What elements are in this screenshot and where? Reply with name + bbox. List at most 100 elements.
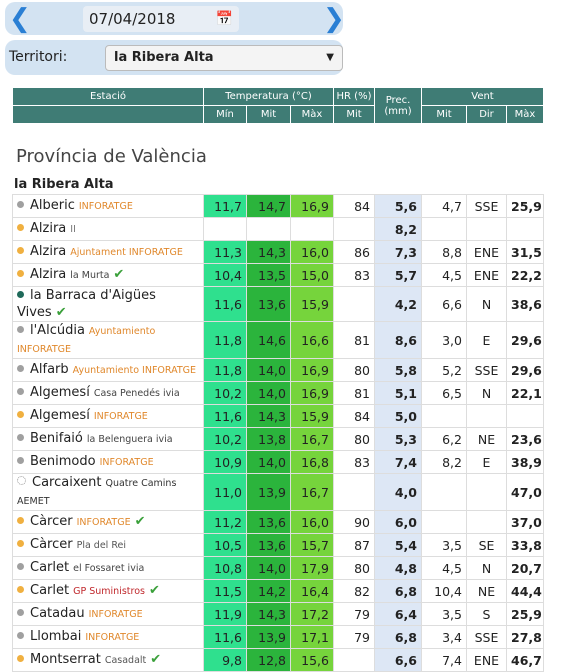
station-name: Carlet: [30, 560, 70, 575]
value-cell: [506, 217, 544, 241]
station-source: Ajuntament INFORATGE: [70, 247, 183, 258]
value-cell: 12,8: [246, 648, 291, 672]
value-cell: 14,3: [246, 602, 291, 626]
header: Prec. (mm): [374, 87, 422, 124]
value-cell: 4,8: [374, 556, 422, 580]
station-name: Alzira: [30, 244, 67, 259]
value-cell: 10,2: [203, 427, 247, 451]
value-cell: 16,6: [290, 321, 334, 359]
station-name: Algemesí: [30, 385, 90, 400]
value-cell: 3,4: [421, 625, 467, 649]
value-cell: 22,2: [506, 263, 544, 287]
station-cell: Alzira la Murta ✔: [12, 263, 204, 287]
value-cell: 38,9: [506, 450, 544, 474]
prev-day[interactable]: ❮: [9, 4, 31, 34]
header: Estació: [12, 87, 204, 106]
station-row: Alfarb Ayuntamiento INFORATGE 11,8 14,0 16,9…: [12, 358, 544, 382]
value-cell: [333, 473, 375, 511]
value-cell: 15,7: [290, 533, 334, 557]
value-cell: SSE: [466, 194, 507, 218]
station-source: Pla del Rei: [76, 540, 126, 551]
value-cell: [246, 217, 291, 241]
status-dot: [17, 609, 24, 616]
province: Província de València: [16, 146, 207, 167]
subheader: Mit: [246, 105, 291, 124]
station-source: Quatre Camins AEMET: [17, 478, 177, 507]
value-cell: 80: [333, 556, 375, 580]
subheader: Màx: [506, 105, 544, 124]
station-source: INFORATGE: [76, 517, 131, 528]
value-cell: 5,1: [374, 381, 422, 405]
territory-select[interactable]: la Ribera Alta ▼: [105, 45, 343, 71]
station-source: INFORATGE: [78, 201, 133, 212]
value-cell: E: [466, 321, 507, 359]
station-row: Alzira Ajuntament INFORATGE 11,3 14,3 16,0 86…: [12, 240, 544, 264]
region: la Ribera Alta: [14, 177, 114, 192]
value-cell: SSE: [466, 625, 507, 649]
value-cell: 84: [333, 194, 375, 218]
value-cell: 11,5: [203, 579, 247, 603]
station-name: Benimodo: [30, 454, 96, 469]
value-cell: 14,2: [246, 579, 291, 603]
station-source: INFORATGE: [85, 632, 140, 643]
value-cell: 5,2: [421, 358, 467, 382]
value-cell: 80: [333, 358, 375, 382]
value-cell: 5,8: [374, 358, 422, 382]
station-row: Alberic INFORATGE 11,7 14,7 16,9 84 5,6 4,7 SSE 2…: [12, 194, 544, 218]
value-cell: 29,6: [506, 321, 544, 359]
value-cell: 4,5: [421, 263, 467, 287]
value-cell: 13,9: [246, 473, 291, 511]
value-cell: 81: [333, 381, 375, 405]
station-row: la Barraca d'Aigües Vives ✔ 11,6 13,6 15,9 4,…: [12, 286, 544, 322]
check-icon: ✔: [55, 305, 67, 320]
value-cell: 17,2: [290, 602, 334, 626]
value-cell: 15,0: [290, 263, 334, 287]
value-cell: 11,6: [203, 286, 247, 322]
value-cell: 16,0: [290, 240, 334, 264]
date-input[interactable]: 07/04/2018 📅: [83, 6, 239, 32]
value-cell: 23,6: [506, 427, 544, 451]
station-source: Ayuntamiento INFORATGE: [72, 365, 197, 376]
station-name: Montserrat: [30, 652, 101, 667]
value-cell: SE: [466, 533, 507, 557]
station-source: Ayuntamiento INFORATGE: [17, 326, 156, 355]
value-cell: N: [466, 286, 507, 322]
value-cell: 11,9: [203, 602, 247, 626]
status-dot: [17, 365, 24, 372]
value-cell: 4,7: [421, 194, 467, 218]
value-cell: 84: [333, 404, 375, 428]
value-cell: 14,0: [246, 556, 291, 580]
value-cell: 10,2: [203, 381, 247, 405]
value-cell: 16,9: [290, 381, 334, 405]
value-cell: 3,5: [421, 533, 467, 557]
value-cell: 11,0: [203, 473, 247, 511]
station-cell: Alzira Ajuntament INFORATGE: [12, 240, 204, 264]
value-cell: 3,0: [421, 321, 467, 359]
value-cell: [333, 648, 375, 672]
station-cell: Alzira II: [12, 217, 204, 241]
value-cell: 16,7: [290, 473, 334, 511]
next-day[interactable]: ❯: [323, 4, 345, 34]
station-name: Algemesí: [30, 408, 90, 423]
value-cell: S: [466, 602, 507, 626]
station-row: Carcaixent Quatre Camins AEMET 11,0 13,9 16,…: [12, 473, 544, 511]
status-dot: [17, 517, 24, 524]
value-cell: 8,8: [421, 240, 467, 264]
value-cell: 47,0: [506, 473, 544, 511]
value-cell: 16,0: [290, 510, 334, 534]
value-cell: [421, 404, 467, 428]
header: Temperatura (°C): [203, 87, 334, 106]
value-cell: 31,5: [506, 240, 544, 264]
value-cell: 11,7: [203, 194, 247, 218]
value-cell: 5,7: [374, 263, 422, 287]
station-name: Càrcer: [30, 537, 73, 552]
value-cell: 38,6: [506, 286, 544, 322]
value-cell: 8,6: [374, 321, 422, 359]
value-cell: 15,9: [290, 404, 334, 428]
value-cell: 9,8: [203, 648, 247, 672]
station-name: Alfarb: [30, 362, 69, 377]
value-cell: 16,8: [290, 450, 334, 474]
value-cell: 11,8: [203, 358, 247, 382]
value-cell: 80: [333, 427, 375, 451]
